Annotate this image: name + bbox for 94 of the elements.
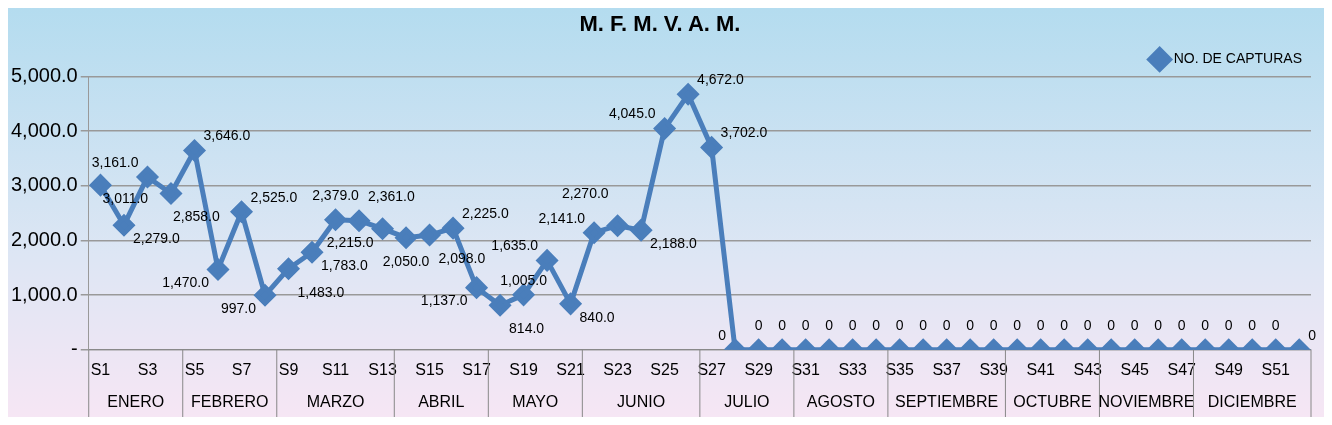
x-tick-label: S41: [1026, 360, 1056, 378]
data-label: 0: [801, 316, 810, 333]
data-label: 2,525.0: [250, 188, 298, 205]
data-label: 0: [1224, 316, 1233, 333]
data-label: 1,635.0: [491, 237, 539, 254]
x-tick-label: S47: [1167, 360, 1197, 378]
data-label: 2,361.0: [368, 187, 415, 204]
data-label: 0: [848, 316, 857, 333]
data-label: 2,215.0: [326, 233, 374, 250]
x-tick-label: S7: [231, 360, 252, 378]
data-label: 0: [1154, 316, 1163, 333]
data-label: 1,137.0: [420, 292, 468, 309]
legend-label: NO. DE CAPTURAS: [1173, 50, 1303, 67]
data-label: 0: [718, 326, 727, 343]
text: OCTUBRE: [1013, 393, 1092, 411]
x-tick-label: S27: [697, 360, 726, 378]
y-tick-label: 3,000.0: [10, 173, 78, 196]
data-label: 1,783.0: [321, 257, 368, 274]
data-label: 0: [1036, 316, 1045, 333]
data-label: 2,270.0: [561, 184, 609, 201]
data-label: 1,470.0: [162, 274, 210, 291]
data-label: 0: [1201, 316, 1210, 333]
x-tick-label: S25: [650, 360, 679, 378]
text: SEPTIEMBRE: [895, 393, 999, 411]
y-tick-label: 1,000.0: [10, 282, 78, 305]
text: MAYO: [512, 393, 559, 411]
data-label: 0: [1107, 316, 1116, 333]
x-tick-label: S13: [368, 360, 397, 378]
data-label: 0: [1177, 316, 1186, 333]
data-label: 0: [989, 316, 998, 333]
data-label: 1,483.0: [297, 283, 345, 300]
data-label: 2,225.0: [462, 205, 509, 221]
x-tick-label: S5: [184, 360, 205, 378]
data-label: 2,050.0: [382, 252, 430, 269]
text: JUNIO: [617, 393, 666, 411]
data-label: 0: [1060, 316, 1069, 333]
x-tick-label: S33: [838, 360, 867, 378]
y-tick-label: 2,000.0: [10, 227, 78, 250]
text: JULIO: [724, 393, 770, 411]
data-label: 0: [825, 316, 834, 333]
x-tick-label: S11: [321, 360, 350, 378]
x-tick-label: S45: [1120, 360, 1150, 378]
data-label: 814.0: [509, 320, 545, 337]
x-tick-label: S9: [278, 360, 299, 378]
data-label: 2,379.0: [312, 186, 360, 203]
x-tick-label: S37: [932, 360, 962, 378]
x-tick-label: S23: [603, 360, 632, 378]
data-label: 0: [1271, 316, 1280, 333]
data-label: 0: [754, 316, 763, 333]
data-label: 0: [778, 316, 787, 333]
data-label: 0: [1130, 316, 1139, 333]
x-tick-label: S1: [90, 360, 111, 378]
data-label: 2,188.0: [650, 235, 698, 252]
data-label: 0: [942, 316, 951, 333]
x-tick-label: S17: [462, 360, 491, 378]
text: MARZO: [306, 393, 365, 411]
data-label: 0: [895, 316, 904, 333]
text: ABRIL: [418, 393, 465, 411]
data-label: 4,672.0: [697, 71, 745, 88]
x-tick-label: S29: [744, 360, 773, 378]
data-label: 2,141.0: [538, 209, 586, 226]
x-tick-label: S39: [979, 360, 1009, 378]
data-label: 0: [1308, 326, 1317, 343]
data-label: 0: [919, 316, 928, 333]
x-tick-label: S15: [415, 360, 444, 378]
y-tick-label: -: [71, 337, 78, 360]
x-tick-label: S49: [1214, 360, 1244, 378]
data-label: 3,161.0: [91, 153, 139, 170]
x-tick-label: S19: [509, 360, 538, 378]
text: FEBRERO: [191, 393, 269, 411]
chart-title: M. F. M. V. A. M.: [579, 11, 741, 37]
data-label: 0: [1083, 316, 1092, 333]
y-tick-label: 5,000.0: [10, 63, 78, 86]
data-label: 0: [872, 316, 881, 333]
data-label: 997.0: [220, 300, 257, 317]
x-tick-label: S51: [1261, 360, 1291, 378]
data-label: 3,646.0: [203, 127, 251, 144]
x-tick-label: S3: [137, 360, 158, 378]
x-tick-label: S31: [791, 360, 820, 378]
text: AGOSTO: [806, 393, 875, 411]
x-tick-label: S21: [556, 360, 585, 378]
data-label: 2,279.0: [132, 230, 180, 247]
data-label: 0: [966, 316, 975, 333]
y-tick-label: 4,000.0: [10, 118, 78, 141]
x-tick-label: S35: [885, 360, 914, 378]
data-label: 3,702.0: [720, 124, 768, 141]
data-label: 840.0: [579, 308, 615, 325]
text: DICIEMBRE: [1207, 393, 1297, 411]
data-label: 0: [1013, 316, 1022, 333]
data-label: 4,045.0: [608, 105, 656, 122]
text: NOVIEMBRE: [1098, 393, 1195, 411]
x-tick-label: S43: [1073, 360, 1103, 378]
data-label: 0: [1248, 316, 1257, 333]
text: ENERO: [107, 393, 165, 411]
